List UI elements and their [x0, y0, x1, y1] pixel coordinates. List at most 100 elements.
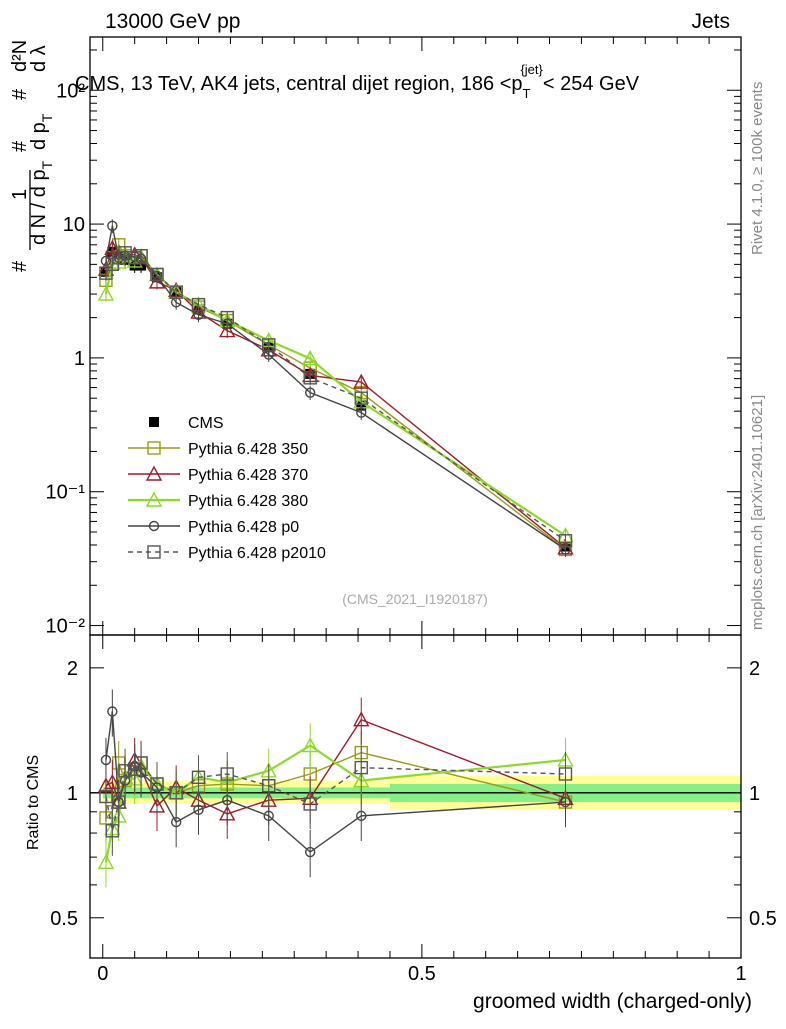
data-point-marker	[304, 387, 316, 398]
data-point-marker	[100, 754, 112, 766]
ratio-y-tick-label: 1	[67, 783, 78, 805]
ratio-series	[97, 689, 574, 888]
data-point-marker	[354, 391, 368, 405]
data-point-marker	[150, 777, 164, 791]
data-point-marker	[112, 795, 126, 809]
legend-label: Pythia 6.428 380	[188, 493, 308, 510]
data-point-marker	[134, 756, 148, 770]
data-point-marker	[118, 764, 132, 778]
main-y-tick-label: 10	[63, 214, 85, 236]
main-y-label: # d N / d pT 1 # d pT # d²N d λ	[9, 40, 55, 272]
ratio-y-tick-label-right: 0.5	[749, 908, 777, 930]
legend-entry: CMS	[149, 415, 224, 432]
data-point-marker	[219, 322, 236, 338]
data-point-marker	[558, 534, 573, 548]
data-point-marker	[147, 441, 161, 455]
legend-entry: Pythia 6.428 p2010	[128, 545, 326, 562]
data-point-marker	[193, 804, 204, 816]
data-point-marker	[220, 767, 234, 781]
ratio-y-tick-label: 0.5	[50, 908, 78, 930]
plot-title-main: CMS, 13 TeV, AK4 jets, central dijet reg…	[75, 73, 523, 95]
y-label-hash2: #	[9, 140, 31, 152]
legend-entry: Pythia 6.428 380	[128, 491, 308, 510]
legend-label: Pythia 6.428 350	[188, 441, 308, 458]
data-point-marker	[302, 350, 319, 366]
data-point-marker	[303, 797, 317, 811]
header-left: 13000 GeV pp	[105, 10, 240, 33]
data-point-marker	[145, 465, 163, 481]
ratio-series-4	[99, 740, 573, 856]
x-axis-label: groomed width (charged-only)	[473, 990, 752, 1013]
data-point-marker	[118, 246, 132, 260]
data-point-marker	[107, 220, 118, 232]
data-point-marker	[99, 789, 113, 804]
mcplots-label: mcplots.cern.ch [arXiv:2401.10621]	[749, 395, 766, 630]
x-tick-label: 0	[97, 963, 108, 985]
y-label-dpt: d pT	[28, 113, 55, 150]
data-point-marker	[150, 267, 164, 282]
data-point-marker	[134, 249, 148, 263]
legend-entry: Pythia 6.428 350	[128, 441, 308, 458]
legend: CMS Pythia 6.428 350 Pythia 6.428 370 Pythi…	[128, 415, 326, 562]
data-point-marker	[303, 371, 317, 385]
data-point-marker	[191, 297, 206, 312]
data-point-marker	[145, 491, 163, 507]
data-point-marker	[104, 773, 121, 790]
y-label-hash3: #	[9, 88, 31, 100]
ratio-series-line	[105, 711, 566, 853]
header-right: Jets	[691, 10, 730, 33]
x-tick-label: 1	[735, 963, 746, 985]
plot-title-sub: T	[523, 86, 531, 101]
legend-label: Pythia 6.428 370	[188, 467, 308, 484]
data-point-marker	[356, 810, 367, 822]
data-point-marker	[107, 706, 118, 717]
data-point-marker	[354, 760, 368, 775]
ratio-y-tick-label-right: 1	[749, 783, 760, 805]
plot-title: CMS, 13 TeV, AK4 jets, central dijet reg…	[75, 62, 640, 101]
main-y-tick-label: 10⁻²	[46, 616, 86, 638]
main-y-tick-label: 1	[74, 348, 85, 370]
y-label-hash1: #	[9, 260, 31, 272]
data-point-marker	[169, 285, 183, 299]
main-y-tick-label: 10⁻¹	[46, 482, 86, 504]
ratio-series-line	[105, 761, 566, 831]
main-series	[97, 219, 574, 557]
plot-title-sup: {jet}	[520, 62, 543, 77]
data-point-marker	[147, 545, 161, 559]
legend-entry: Pythia 6.428 p0	[128, 519, 299, 536]
x-tick-label: 0.5	[408, 963, 436, 985]
y-label-one: 1	[9, 189, 31, 200]
legend-label: Pythia 6.428 p0	[188, 519, 299, 536]
main-axis-ticks: 10⁻² 10⁻¹ 1 10 10²	[46, 37, 742, 638]
data-point-marker	[191, 770, 206, 784]
data-point-marker	[105, 824, 120, 838]
rivet-label: Rivet 4.1.0, ≥ 100k events	[749, 82, 766, 255]
data-point-marker	[262, 779, 276, 793]
y-label-dlambda: d λ	[28, 45, 50, 72]
data-point-marker	[302, 737, 319, 753]
ratio-y-label: Ratio to CMS	[25, 755, 42, 850]
ratio-frame	[89, 634, 742, 959]
analysis-id: (CMS_2021_I1920187)	[342, 591, 488, 607]
data-point-marker	[356, 407, 367, 418]
data-point-marker	[304, 846, 316, 858]
data-point-marker	[169, 786, 183, 800]
data-point-marker	[97, 853, 115, 870]
main-y-tick-label: 10²	[56, 80, 85, 102]
ratio-axis-ticks: 0.5 0.5 1 1 2 2 0 0.5 1	[50, 635, 777, 985]
y-label-dN: d N / d pT	[28, 160, 55, 245]
data-point-marker	[149, 417, 159, 427]
data-point-marker	[558, 767, 573, 781]
data-point-marker	[148, 520, 160, 532]
main-series-5	[99, 246, 573, 549]
data-point-marker	[263, 810, 274, 822]
legend-label: Pythia 6.428 p2010	[188, 545, 326, 562]
legend-entry: Pythia 6.428 370	[128, 465, 308, 484]
data-point-marker	[262, 338, 276, 352]
plot-title-end: < 254 GeV	[543, 73, 640, 95]
ratio-bands	[90, 775, 741, 810]
ratio-series-1	[97, 697, 574, 839]
ratio-y-tick-label-right: 2	[749, 658, 760, 680]
data-point-marker	[353, 711, 370, 727]
